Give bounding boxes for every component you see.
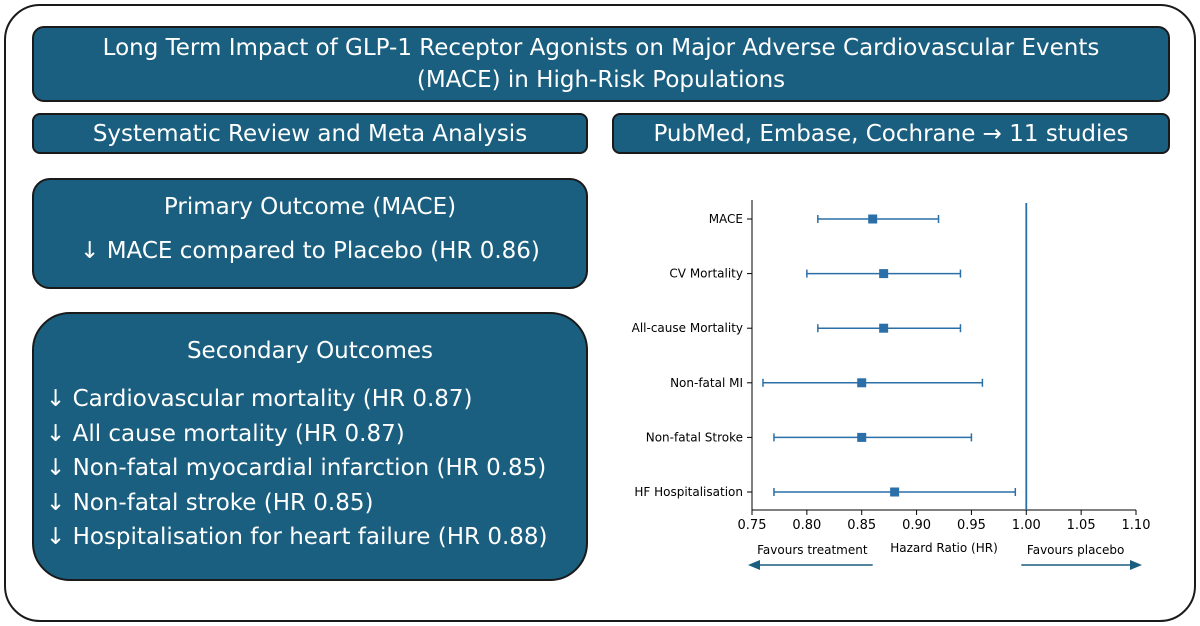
secondary-outcome-item: ↓ Non-fatal stroke (HR 0.85) [46, 489, 374, 516]
secondary-outcomes-list: ↓ Cardiovascular mortality (HR 0.87) ↓ A… [34, 382, 586, 555]
y-tick-label: CV Mortality [669, 267, 743, 281]
secondary-outcome-item: ↓ All cause mortality (HR 0.87) [46, 420, 405, 447]
x-tick-label: 0.80 [792, 518, 821, 533]
secondary-outcome-item: ↓ Hospitalisation for heart failure (HR … [46, 524, 548, 550]
x-tick-label: 1.10 [1122, 518, 1151, 533]
primary-outcome-box: Primary Outcome (MACE) ↓ MACE compared t… [32, 178, 588, 289]
x-tick-label: 1.05 [1067, 518, 1096, 533]
hr-point [868, 214, 878, 224]
secondary-outcomes-heading: Secondary Outcomes [186, 338, 434, 364]
hr-point [879, 269, 889, 279]
sources-header: PubMed, Embase, Cochrane → 11 studies [612, 113, 1170, 154]
hr-point [857, 432, 867, 442]
y-tick-label: Non-fatal MI [670, 376, 743, 390]
main-title: Long Term Impact of GLP-1 Receptor Agoni… [32, 26, 1170, 102]
hr-point [879, 323, 889, 333]
x-axis-label: Hazard Ratio (HR) [890, 541, 998, 555]
favours-treatment-arrowhead [748, 560, 760, 570]
hr-point [890, 487, 900, 497]
x-tick-label: 0.95 [957, 518, 986, 533]
y-tick-label: HF Hospitalisation [634, 485, 743, 499]
secondary-outcome-item: ↓ Cardiovascular mortality (HR 0.87) [46, 386, 473, 412]
primary-outcome-heading: Primary Outcome (MACE) [163, 194, 457, 220]
favours-placebo-arrowhead [1130, 560, 1142, 570]
y-tick-label: Non-fatal Stroke [646, 430, 743, 444]
x-tick-label: 0.90 [902, 518, 931, 533]
primary-outcome-item: ↓ MACE compared to Placebo (HR 0.86) [80, 238, 540, 264]
method-header: Systematic Review and Meta Analysis [32, 113, 588, 154]
x-tick-label: 0.75 [738, 518, 767, 533]
hr-point [857, 378, 867, 388]
favours-treatment-label: Favours treatment [757, 543, 868, 557]
x-tick-label: 0.85 [847, 518, 876, 533]
x-tick-label: 1.00 [1012, 518, 1041, 533]
favours-placebo-label: Favours placebo [1027, 543, 1124, 557]
y-tick-label: All-cause Mortality [632, 321, 743, 335]
secondary-outcomes-box: Secondary Outcomes ↓ Cardiovascular mort… [32, 312, 588, 581]
y-tick-label: MACE [709, 212, 743, 226]
forest-plot: 0.75 0.80 0.85 0.90 0.95 1.00 1.05 1.10 MACE CV M… [632, 200, 1151, 570]
secondary-outcome-item: ↓ Non-fatal myocardial infarction (HR 0.… [46, 455, 547, 481]
